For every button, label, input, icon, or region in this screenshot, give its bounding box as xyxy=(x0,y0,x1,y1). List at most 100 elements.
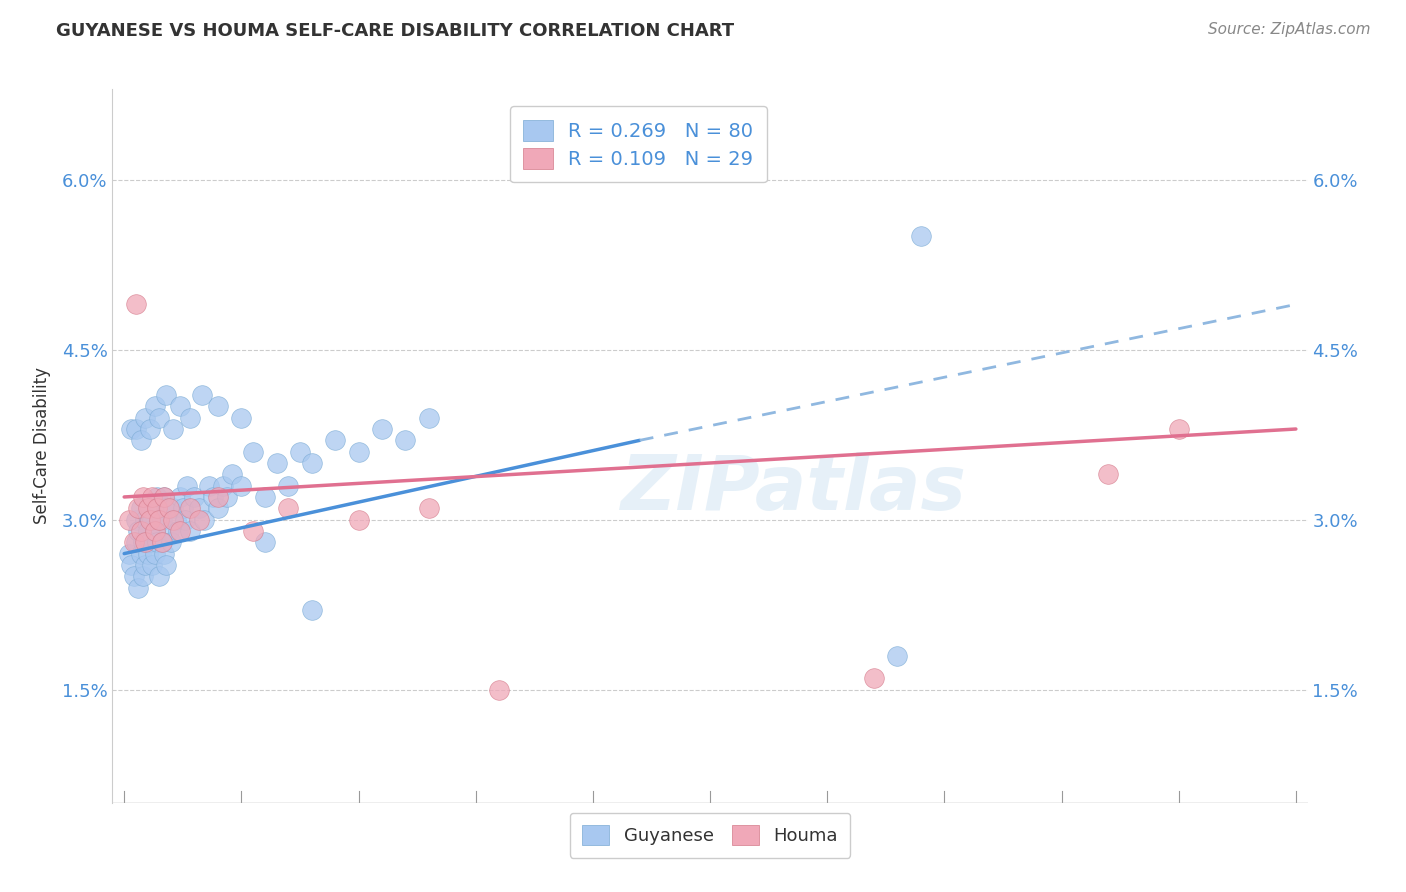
Point xyxy=(150,535,173,549)
Point xyxy=(127,581,149,595)
Point xyxy=(141,513,163,527)
Point xyxy=(910,229,932,244)
Point xyxy=(169,524,191,538)
Point xyxy=(143,524,166,538)
Point xyxy=(277,478,299,492)
Point xyxy=(162,422,184,436)
Point xyxy=(141,490,163,504)
Point xyxy=(371,422,394,436)
Text: ZIPatlas: ZIPatlas xyxy=(620,452,967,525)
Point xyxy=(122,569,145,583)
Point xyxy=(125,422,148,436)
Point xyxy=(118,547,141,561)
Point xyxy=(165,513,187,527)
Point xyxy=(347,444,370,458)
Point xyxy=(129,547,152,561)
Point xyxy=(253,490,276,504)
Point xyxy=(301,456,323,470)
Point xyxy=(139,513,162,527)
Point xyxy=(242,524,264,538)
Point xyxy=(125,535,148,549)
Point xyxy=(148,513,170,527)
Point xyxy=(207,400,229,414)
Point xyxy=(242,444,264,458)
Point xyxy=(146,490,169,504)
Point xyxy=(143,524,166,538)
Point xyxy=(148,501,170,516)
Point xyxy=(202,490,225,504)
Point xyxy=(179,410,201,425)
Point xyxy=(146,535,169,549)
Point xyxy=(172,501,194,516)
Point xyxy=(174,513,197,527)
Point xyxy=(886,648,908,663)
Y-axis label: Self-Care Disability: Self-Care Disability xyxy=(32,368,51,524)
Point xyxy=(211,478,233,492)
Point xyxy=(207,501,229,516)
Point xyxy=(188,513,211,527)
Point xyxy=(120,558,142,572)
Point xyxy=(176,478,198,492)
Point xyxy=(148,410,170,425)
Point xyxy=(221,467,243,482)
Point xyxy=(132,490,155,504)
Point xyxy=(153,547,176,561)
Point xyxy=(143,547,166,561)
Point xyxy=(183,490,205,504)
Point xyxy=(157,524,180,538)
Point xyxy=(193,513,215,527)
Point xyxy=(132,535,155,549)
Point xyxy=(217,490,239,504)
Point xyxy=(179,501,201,516)
Point xyxy=(127,524,149,538)
Point xyxy=(197,478,219,492)
Point xyxy=(134,513,156,527)
Point xyxy=(129,501,152,516)
Point xyxy=(153,490,176,504)
Point xyxy=(155,558,177,572)
Point xyxy=(418,410,440,425)
Point xyxy=(162,513,184,527)
Point xyxy=(139,535,162,549)
Point xyxy=(394,434,416,448)
Point xyxy=(190,388,212,402)
Point xyxy=(129,434,152,448)
Point xyxy=(125,513,148,527)
Point xyxy=(157,501,180,516)
Text: Source: ZipAtlas.com: Source: ZipAtlas.com xyxy=(1208,22,1371,37)
Point xyxy=(120,422,142,436)
Point xyxy=(179,524,201,538)
Point xyxy=(418,501,440,516)
Point xyxy=(148,569,170,583)
Point xyxy=(155,388,177,402)
Point xyxy=(231,410,253,425)
Text: GUYANESE VS HOUMA SELF-CARE DISABILITY CORRELATION CHART: GUYANESE VS HOUMA SELF-CARE DISABILITY C… xyxy=(56,22,734,40)
Point xyxy=(162,501,184,516)
Point xyxy=(488,682,510,697)
Point xyxy=(118,513,141,527)
Point xyxy=(277,501,299,516)
Point xyxy=(150,535,173,549)
Point xyxy=(136,524,159,538)
Point xyxy=(301,603,323,617)
Point xyxy=(134,558,156,572)
Point xyxy=(139,422,162,436)
Point xyxy=(169,490,191,504)
Point xyxy=(253,535,276,549)
Point xyxy=(167,524,190,538)
Point xyxy=(134,410,156,425)
Point xyxy=(347,513,370,527)
Point xyxy=(1097,467,1119,482)
Point xyxy=(129,524,152,538)
Point xyxy=(169,400,191,414)
Legend: Guyanese, Houma: Guyanese, Houma xyxy=(569,813,851,858)
Point xyxy=(155,501,177,516)
Point xyxy=(136,547,159,561)
Point xyxy=(136,501,159,516)
Point xyxy=(288,444,311,458)
Point xyxy=(132,569,155,583)
Point xyxy=(150,513,173,527)
Point xyxy=(1167,422,1189,436)
Point xyxy=(153,490,176,504)
Point xyxy=(863,671,886,685)
